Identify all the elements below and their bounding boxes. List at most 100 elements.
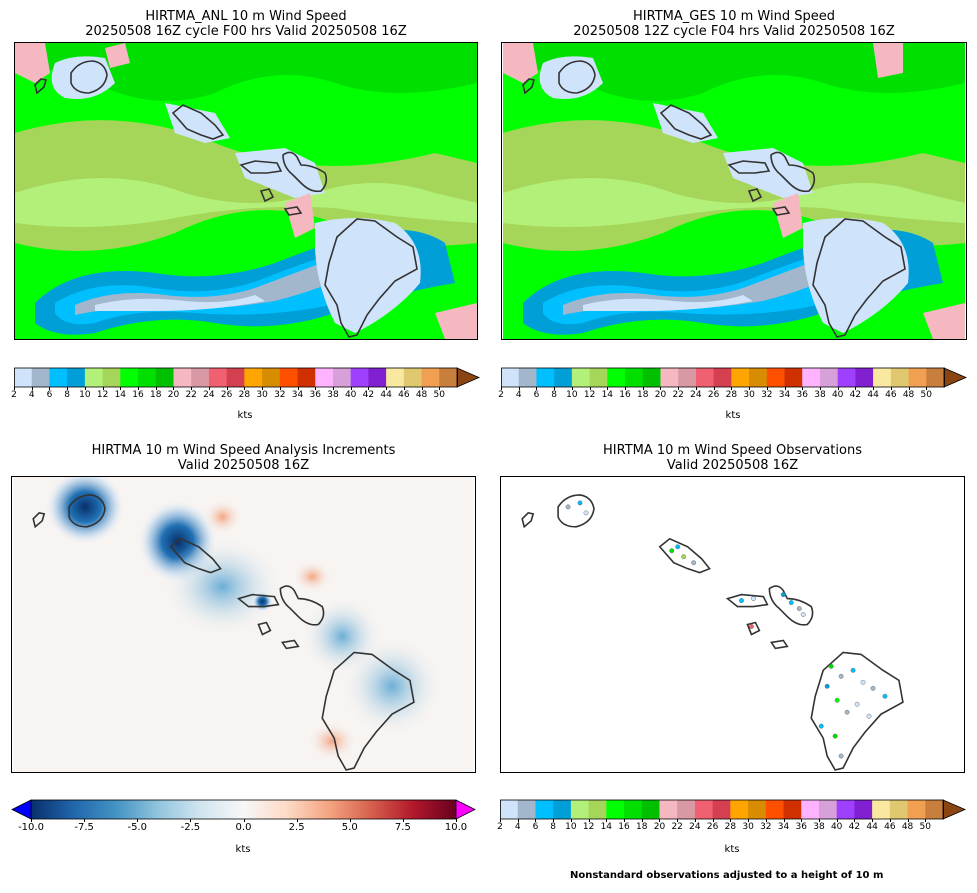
- anl-colorbar-tick-label: 50: [433, 390, 445, 400]
- anl-colorbar-tick-label: 34: [291, 390, 304, 400]
- anl-colorbar-tick-mark: [191, 387, 193, 390]
- obs-colorbar-tick-label: 50: [919, 822, 931, 832]
- obs-colorbar-swatch: [570, 800, 590, 819]
- obs-colorbar-swatch: [694, 800, 714, 819]
- ges-colorbar-tick-label: 18: [637, 390, 649, 400]
- ges-colorbar-tick-mark: [554, 387, 556, 390]
- ges-colorbar-tick-mark: [908, 387, 910, 390]
- ges-colorbar-tick-label: 6: [533, 390, 540, 400]
- anl-colorbar-swatch: [244, 368, 263, 387]
- anl-colorbar-tick-label: 10: [79, 390, 91, 400]
- anl-colorbar-swatch: [368, 368, 387, 387]
- ges-colorbar-tick-mark: [678, 387, 680, 390]
- obs-colorbar-tick-label: 14: [600, 822, 613, 832]
- obs-colorbar-swatch: [765, 800, 785, 819]
- anl-colorbar-tick-label: 14: [114, 390, 127, 400]
- anl-colorbar-tick-label: 16: [132, 390, 144, 400]
- ges-colorbar-tick-label: 24: [690, 390, 702, 400]
- obs-colorbar-unit: kts: [724, 844, 740, 855]
- inc-colorbar-graphic: [11, 799, 476, 820]
- obs-colorbar-tick-label: 32: [760, 822, 772, 832]
- anl-colorbar-tick-mark: [49, 387, 51, 390]
- ges-colorbar-swatch: [678, 368, 697, 387]
- ges-colorbar-swatch: [926, 368, 945, 387]
- obs-colorbar-swatch: [801, 800, 820, 819]
- obs-colorbar-tick-label: 18: [636, 822, 648, 832]
- anl-colorbar-swatch: [49, 368, 68, 387]
- obs-colorbar-tick-mark: [748, 819, 750, 822]
- anl-colorbar-tick-label: 18: [150, 390, 162, 400]
- inc-colorbar-tick-mark: [190, 819, 192, 822]
- obs-colorbar-tick-mark: [677, 819, 679, 822]
- anl-colorbar-tick-label: 38: [327, 390, 339, 400]
- inc-colorbar-unit: kts: [235, 844, 251, 855]
- ges-colorbar-tick-mark: [731, 387, 733, 390]
- inc-colorbar-tick-label: -7.5: [74, 822, 94, 833]
- ges-colorbar-tick-label: 2: [498, 390, 504, 400]
- inc-title: HIRTMA 10 m Wind Speed Analysis Incremen…: [11, 443, 476, 473]
- inc-colorbar-tick-label: 2.5: [288, 822, 305, 833]
- anl-colorbar-tick-label: 46: [398, 390, 410, 400]
- ges-colorbar-tick-mark: [518, 387, 520, 390]
- ges-map-panel: [501, 42, 967, 340]
- obs-colorbar-tick-label: 12: [582, 822, 595, 832]
- anl-map-panel: [14, 42, 478, 340]
- obs-colorbar-swatch: [659, 800, 678, 819]
- inc-colorbar-tick-mark: [456, 819, 457, 822]
- anl-colorbar-swatch: [386, 368, 405, 387]
- anl-colorbar-tick-mark: [439, 387, 441, 390]
- anl-colorbar-swatch: [332, 368, 352, 387]
- anl-colorbar-tick-mark: [421, 387, 423, 390]
- anl-colorbar-extend: [456, 367, 481, 388]
- anl-title-line2: 20250508 16Z cycle F00 hrs Valid 2025050…: [85, 24, 407, 39]
- ges-colorbar-swatch: [554, 368, 573, 387]
- inc-map: [13, 477, 474, 772]
- obs-colorbar-tick-mark: [783, 819, 785, 822]
- ges-colorbar-swatch: [518, 368, 537, 387]
- anl-colorbar-tick-label: 22: [185, 390, 197, 400]
- ges-colorbar-tick-label: 44: [867, 390, 879, 400]
- ges-colorbar-tick-mark: [607, 387, 609, 390]
- anl-colorbar-tick-mark: [120, 387, 122, 390]
- inc-colorbar-tick-label: -5.0: [127, 822, 148, 833]
- obs-colorbar-tick-mark: [588, 819, 590, 822]
- obs-colorbar-frame: [500, 799, 944, 820]
- ges-colorbar-extend: [943, 367, 968, 388]
- anl-colorbar-tick-label: 4: [28, 390, 35, 400]
- anl-colorbar-tick-mark: [14, 387, 15, 390]
- obs-colorbar-swatch: [889, 800, 909, 819]
- anl-colorbar-swatch: [138, 368, 157, 387]
- anl-colorbar-tick-label: 48: [415, 390, 428, 400]
- obs-map: [502, 477, 963, 772]
- ges-colorbar-tick-label: 36: [796, 390, 808, 400]
- ges-map: [503, 43, 965, 339]
- anl-colorbar-tick-mark: [403, 387, 405, 390]
- anl-colorbar-tick-mark: [67, 387, 69, 390]
- obs-colorbar-swatch: [553, 800, 572, 819]
- ges-colorbar-swatch: [731, 368, 750, 387]
- anl-colorbar-swatch: [208, 368, 228, 387]
- ges-colorbar-tick-label: 12: [583, 390, 596, 400]
- ges-colorbar-swatch: [625, 368, 644, 387]
- anl-colorbar-swatch: [67, 368, 86, 387]
- obs-colorbar-tick-label: 42: [848, 822, 861, 832]
- inc-colorbar-tick-label: 0.0: [235, 822, 252, 833]
- obs-colorbar-tick-label: 24: [689, 822, 701, 832]
- obs-title: HIRTMA 10 m Wind Speed Observations Vali…: [500, 443, 965, 473]
- ges-colorbar-tick-label: 10: [566, 390, 578, 400]
- anl-colorbar-swatch: [14, 368, 33, 387]
- ges-title-line1: HIRTMA_GES 10 m Wind Speed: [633, 9, 835, 24]
- ges-colorbar-frame: [501, 367, 945, 388]
- ges-colorbar-tick-label: 28: [725, 390, 738, 400]
- ges-colorbar-swatch: [749, 368, 768, 387]
- ges-colorbar-tick-label: 14: [601, 390, 614, 400]
- ges-colorbar-tick-label: 4: [515, 390, 522, 400]
- anl-colorbar-swatch: [279, 368, 299, 387]
- obs-colorbar-tick-mark: [694, 819, 696, 822]
- anl-colorbar-tick-mark: [279, 387, 281, 390]
- obs-colorbar-tick-label: 40: [830, 822, 843, 832]
- anl-colorbar-swatch: [155, 368, 174, 387]
- ges-colorbar-tick-label: 46: [885, 390, 897, 400]
- ges-colorbar-swatch: [837, 368, 856, 387]
- anl-colorbar-swatch: [173, 368, 192, 387]
